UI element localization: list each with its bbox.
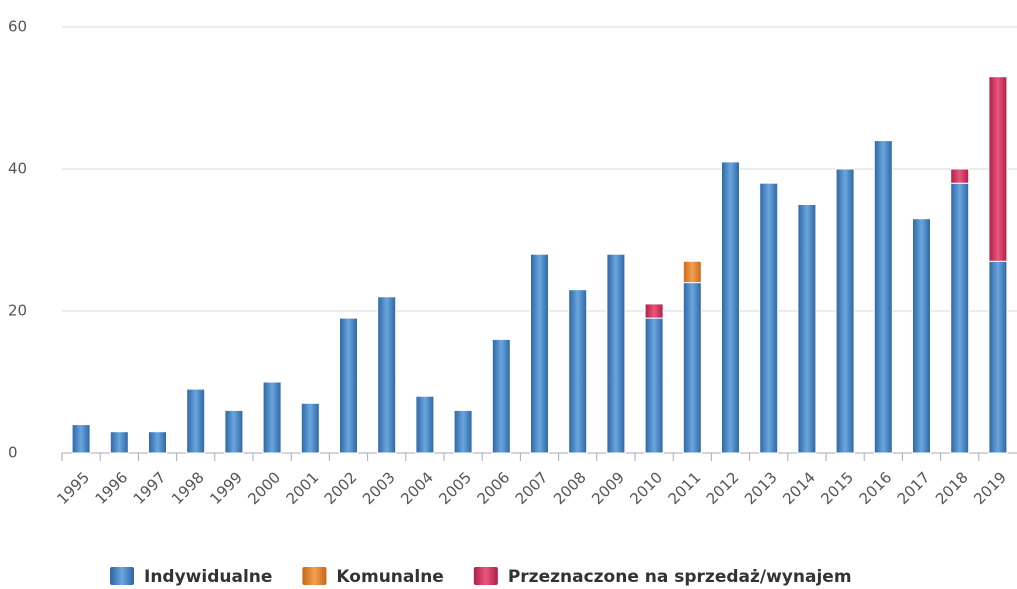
x-tick-label: 1999 — [206, 468, 246, 508]
bar-segment — [491, 338, 511, 454]
bar-segment — [453, 409, 473, 454]
bar-segment — [988, 260, 1008, 454]
bar-segment — [377, 296, 397, 454]
legend-label: Przeznaczone na sprzedaż/wynajem — [508, 567, 852, 587]
x-tick-label: 2012 — [703, 468, 743, 508]
bar-segment — [759, 182, 779, 454]
x-tick-label: 2014 — [779, 468, 819, 508]
bar-segment — [109, 431, 129, 454]
x-tick-label: 2005 — [435, 468, 475, 508]
bar-segment — [988, 76, 1008, 262]
x-tick-label: 1996 — [92, 468, 132, 508]
bar-segment — [797, 204, 817, 454]
bar-segment — [415, 395, 435, 454]
x-tick-label: 2000 — [244, 468, 284, 508]
x-tick-label: 1997 — [130, 468, 170, 508]
bar-segment — [339, 317, 358, 454]
x-tick-label: 2007 — [512, 468, 552, 508]
x-tick-label: 1998 — [168, 468, 208, 508]
legend-swatch — [473, 567, 498, 585]
bar-segment — [186, 388, 206, 454]
bar-segment — [950, 182, 970, 454]
x-tick-label: 2018 — [932, 468, 972, 508]
x-tick-label: 2006 — [474, 468, 514, 508]
x-tick-label: 2003 — [359, 468, 399, 508]
bar-segment — [912, 218, 931, 454]
legend-label: Indywidualne — [144, 567, 272, 587]
x-tick-label: 2002 — [321, 468, 361, 508]
bar-segment — [300, 402, 320, 454]
bar-segment — [262, 381, 282, 454]
x-tick-label: 2009 — [588, 468, 628, 508]
bar-segment — [644, 317, 664, 454]
x-tick-label: 2016 — [856, 468, 896, 508]
bar-segment — [873, 140, 893, 454]
bar-segment — [530, 253, 549, 454]
bar-segment — [224, 409, 244, 454]
bar-segment — [606, 253, 626, 454]
legend-swatch — [110, 567, 134, 585]
x-tick-label: 2015 — [817, 468, 857, 508]
bar-segment — [950, 168, 970, 184]
x-tick-label: 2013 — [741, 468, 781, 508]
y-tick-label: 0 — [8, 444, 18, 462]
bar-segment — [568, 289, 588, 454]
x-tick-label: 1995 — [53, 468, 93, 508]
x-tick-label: 2008 — [550, 468, 590, 508]
legend-swatch — [302, 567, 327, 585]
x-tick-label: 2004 — [397, 468, 437, 508]
y-tick-label: 40 — [8, 160, 27, 178]
x-tick-label: 2010 — [626, 468, 666, 508]
bar-segment — [721, 161, 740, 454]
legend-label: Komunalne — [336, 567, 443, 587]
bar-segment — [644, 303, 664, 319]
bar-segment — [148, 431, 167, 454]
bar-segment — [682, 282, 702, 454]
bar-segment — [835, 168, 855, 454]
y-tick-label: 20 — [8, 302, 27, 320]
bar-segment — [71, 424, 91, 454]
bar-segment — [682, 260, 702, 284]
x-tick-label: 2017 — [894, 468, 934, 508]
x-tick-label: 2011 — [665, 468, 705, 508]
y-tick-label: 60 — [8, 18, 27, 36]
x-tick-label: 2019 — [970, 468, 1010, 508]
x-tick-label: 2001 — [283, 468, 323, 508]
